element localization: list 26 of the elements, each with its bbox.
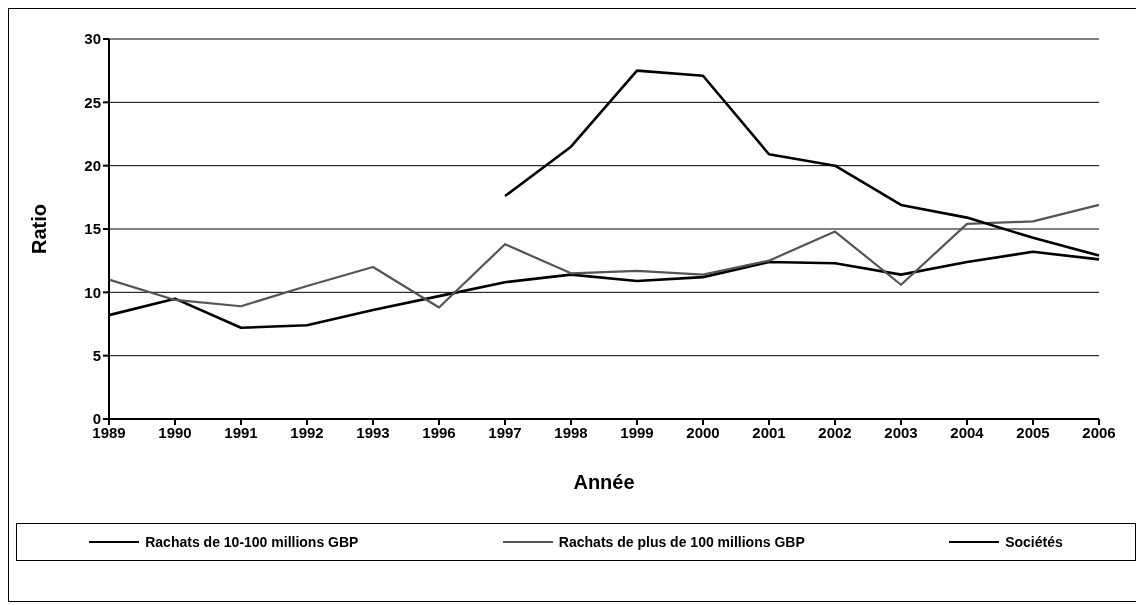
x-tick-label: 1999	[620, 423, 654, 441]
y-axis-title: Ratio	[28, 204, 51, 254]
x-tick-label: 1992	[290, 423, 324, 441]
x-tick-label: 1990	[158, 423, 192, 441]
x-tick-label: 2000	[686, 423, 720, 441]
y-tick-label: 30	[84, 30, 101, 48]
x-tick-label: 2002	[818, 423, 852, 441]
x-tick-label: 1997	[488, 423, 522, 441]
y-tick-label: 15	[84, 220, 101, 238]
x-tick-label: 2003	[884, 423, 918, 441]
y-tick-label: 20	[84, 156, 101, 174]
legend-label: Rachats de 10-100 millions GBP	[145, 534, 359, 550]
x-tick-label: 2004	[950, 423, 985, 441]
y-tick-label: 25	[84, 93, 101, 111]
y-tick-label: 5	[92, 346, 101, 364]
legend-label: Rachats de plus de 100 millions GBP	[558, 534, 805, 550]
x-tick-label: 1996	[422, 423, 456, 441]
x-tick-label: 1991	[224, 423, 258, 441]
x-tick-label: 2006	[1082, 423, 1116, 441]
x-axis-title: Année	[573, 471, 635, 493]
y-tick-label: 10	[84, 283, 101, 301]
x-tick-label: 2005	[1016, 423, 1050, 441]
x-tick-label: 1993	[356, 423, 390, 441]
x-tick-label: 1998	[554, 423, 588, 441]
x-tick-label: 2001	[752, 423, 786, 441]
legend-label: Sociétés	[1005, 534, 1063, 550]
